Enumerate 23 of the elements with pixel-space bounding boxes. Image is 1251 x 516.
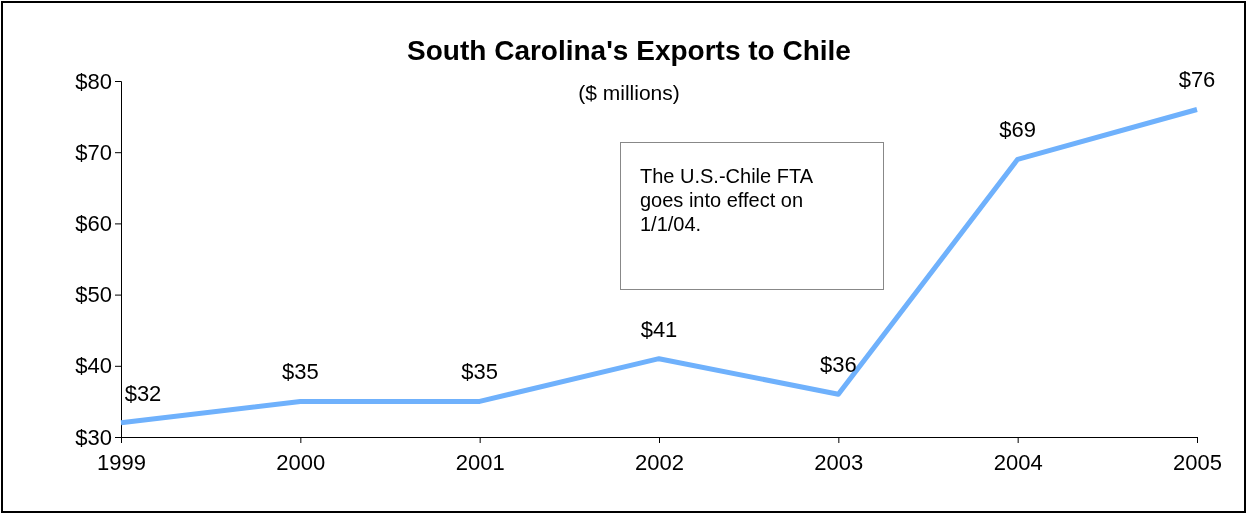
y-tick-label: $50 [75, 282, 112, 308]
chart-title: South Carolina's Exports to Chile [407, 35, 851, 66]
y-tick-label: $30 [75, 424, 112, 450]
data-label: $35 [281, 359, 319, 385]
data-label: $69 [999, 117, 1037, 143]
x-tick-label: 2002 [635, 450, 684, 476]
data-label: $41 [640, 316, 678, 342]
data-label: $36 [819, 352, 857, 378]
y-tick-label: $60 [75, 210, 112, 236]
x-tick-label: 2005 [1173, 450, 1222, 476]
x-tick-label: 2001 [455, 450, 505, 476]
x-tick-label: 2000 [276, 450, 326, 476]
x-tick-label: 1999 [97, 450, 146, 476]
chart-subtitle: ($ millions) [578, 81, 680, 104]
x-tick-label: 2003 [814, 450, 864, 476]
annotation: The U.S.-Chile FTA goes into effect on 1/1/04. [640, 164, 814, 236]
y-tick-label: $70 [75, 139, 112, 165]
data-label: $32 [124, 380, 162, 406]
y-tick-label: $80 [75, 68, 112, 94]
data-label: $35 [461, 359, 499, 385]
data-label: $76 [1178, 67, 1216, 93]
x-tick-label: 2004 [993, 450, 1043, 476]
y-tick-label: $40 [75, 353, 112, 379]
